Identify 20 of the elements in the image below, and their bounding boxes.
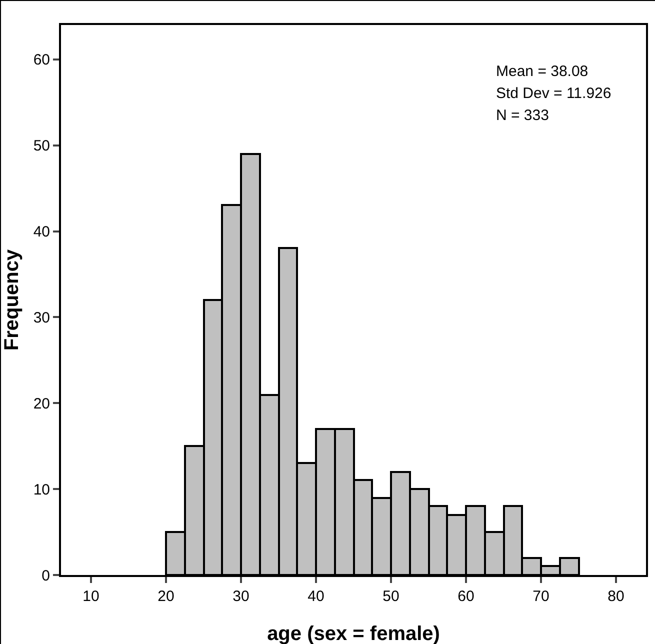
y-tick-label: 50 bbox=[33, 138, 50, 155]
x-tick-label: 50 bbox=[382, 588, 400, 605]
x-tick-label: 70 bbox=[532, 588, 550, 605]
y-tick-label: 40 bbox=[33, 224, 50, 240]
x-tick-label: 10 bbox=[82, 588, 100, 605]
y-tick-label: 0 bbox=[42, 567, 50, 584]
x-tick-label: 80 bbox=[608, 588, 624, 605]
x-tick-label: 40 bbox=[308, 588, 324, 605]
x-axis-title: age (sex = female) bbox=[267, 623, 440, 644]
x-tick-label: 20 bbox=[158, 588, 174, 605]
y-tick-label: 10 bbox=[33, 481, 50, 498]
y-axis-title: Frequency bbox=[1, 248, 23, 351]
x-tick-label: 30 bbox=[232, 588, 250, 605]
y-tick-label: 60 bbox=[33, 52, 50, 69]
annotation: Std Dev = 11.926 bbox=[496, 85, 612, 102]
x-tick-label: 60 bbox=[458, 588, 474, 605]
annotation: N = 333 bbox=[496, 107, 549, 124]
y-tick-label: 30 bbox=[33, 309, 50, 326]
y-tick-label: 20 bbox=[33, 395, 50, 412]
annotation: Mean = 38.08 bbox=[496, 63, 588, 80]
